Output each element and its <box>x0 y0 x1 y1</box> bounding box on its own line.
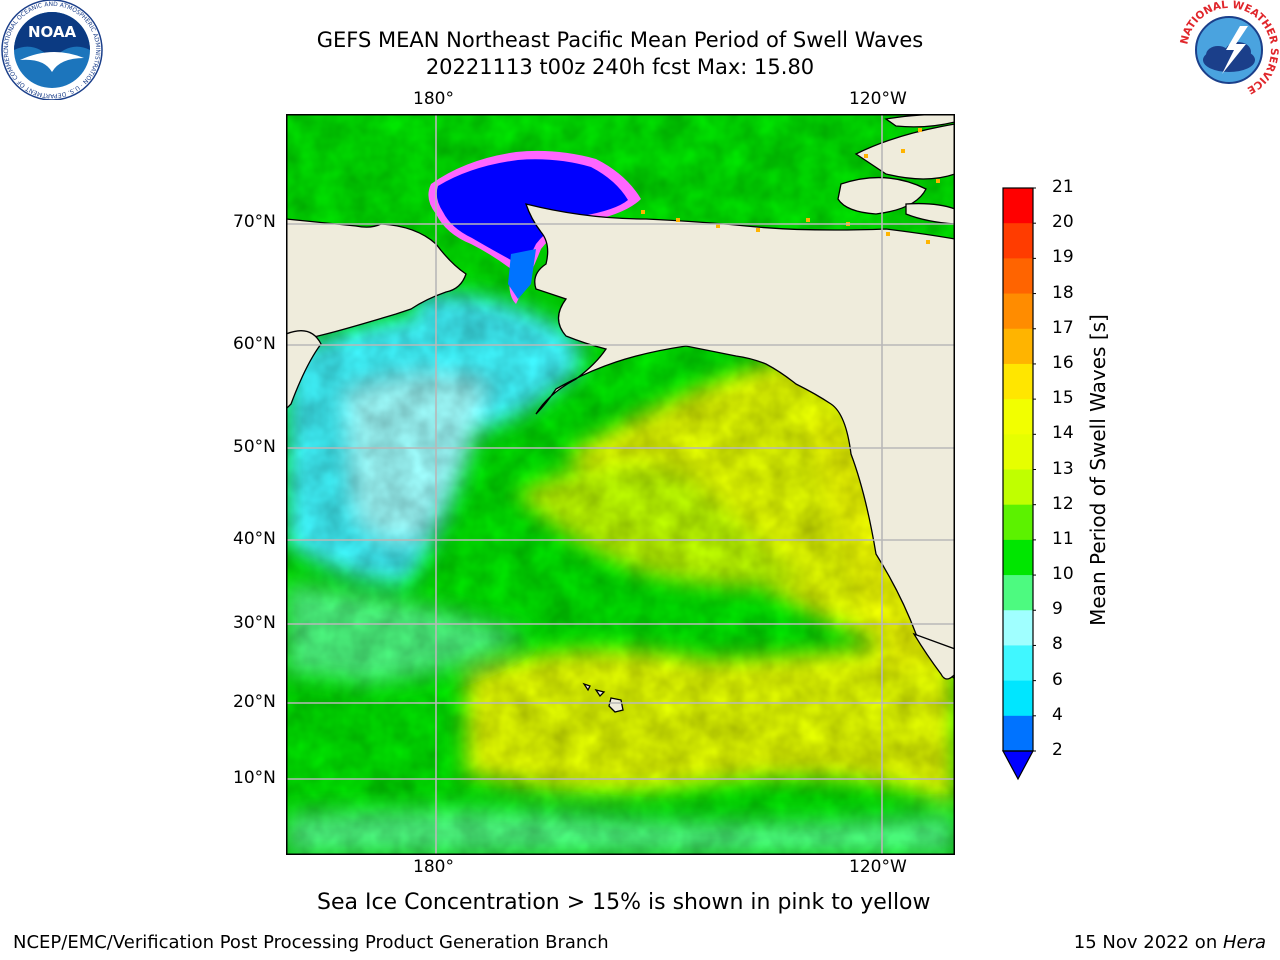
colorbar-band <box>1003 539 1033 576</box>
lat-label-30n: 30°N <box>233 613 276 633</box>
colorbar-tick-label: 12 <box>1052 493 1074 514</box>
footer-host: Hera <box>1222 932 1266 953</box>
land-layer <box>286 114 955 713</box>
colorbar-band <box>1003 504 1033 541</box>
graticule <box>286 114 955 855</box>
colorbar-tick-label: 10 <box>1052 564 1074 585</box>
noaa-logo: NATIONAL OCEANIC AND ATMOSPHERIC ADMINIS… <box>0 0 103 100</box>
colorbar-tick-label: 20 <box>1052 212 1074 233</box>
swell-period-map <box>286 114 955 855</box>
lat-label-60n: 60°N <box>233 334 276 354</box>
colorbar-labels: 2 4 6 8 9 10 11 12 13 14 15 16 17 18 19 20 21 <box>1040 177 1080 770</box>
colorbar-tick-label: 2 <box>1052 740 1063 760</box>
sea-ice-note: Sea Ice Concentration > 15% is shown in … <box>317 890 931 915</box>
colorbar-tick-label: 9 <box>1052 599 1063 620</box>
colorbar-tick-label: 8 <box>1052 634 1063 655</box>
colorbar-band <box>1003 469 1033 506</box>
colorbar-band <box>1003 645 1033 682</box>
colorbar-band <box>1003 258 1033 295</box>
colorbar-band <box>1003 399 1033 435</box>
footer-date-text: 15 Nov 2022 on <box>1073 932 1223 953</box>
colorbar-band <box>1003 610 1033 646</box>
colorbar-tick-label: 6 <box>1052 669 1063 690</box>
colorbar-band <box>1003 575 1033 611</box>
map-subtitle: 20221113 t00z 240h fcst Max: 15.80 <box>425 55 815 79</box>
lat-label-50n: 50°N <box>233 437 276 457</box>
lon-label-bottom-120w: 120°W <box>849 857 907 877</box>
colorbar-extend-triangle <box>1001 750 1035 781</box>
colorbar <box>1001 187 1036 781</box>
colorbar-tick-label: 15 <box>1052 388 1074 409</box>
noaa-text: NOAA <box>28 23 77 41</box>
colorbar-tick-label: 4 <box>1052 704 1063 725</box>
colorbar-band <box>1003 328 1033 365</box>
colorbar-tick-label: 21 <box>1052 177 1074 197</box>
lat-label-40n: 40°N <box>233 529 276 549</box>
lon-label-top-120w: 120°W <box>849 89 907 109</box>
colorbar-tick-label: 14 <box>1052 423 1074 444</box>
colorbar-band <box>1003 680 1033 717</box>
footer-date: 15 Nov 2022 on Hera <box>1074 932 1266 953</box>
colorbar-band <box>1003 434 1033 470</box>
colorbar-band <box>1003 715 1033 752</box>
lat-label-70n: 70°N <box>233 212 276 232</box>
lat-label-10n: 10°N <box>233 768 276 788</box>
footer-credit: NCEP/EMC/Verification Post Processing Pr… <box>13 932 609 953</box>
lon-label-top-180: 180° <box>413 89 454 109</box>
nws-logo: NATIONAL WEATHER SERVICE <box>1178 0 1280 99</box>
colorbar-tick-label: 18 <box>1052 282 1074 303</box>
lat-label-20n: 20°N <box>233 692 276 712</box>
colorbar-tick-label: 19 <box>1052 247 1074 268</box>
colorbar-band <box>1003 223 1033 259</box>
colorbar-tick-label: 17 <box>1052 317 1074 338</box>
colorbar-band <box>1003 293 1033 330</box>
colorbar-tick-label: 11 <box>1052 528 1074 549</box>
colorbar-tick-label: 13 <box>1052 458 1074 479</box>
map-frame <box>286 114 955 855</box>
colorbar-title: Mean Period of Swell Waves [s] <box>1086 314 1110 626</box>
colorbar-band <box>1003 363 1033 400</box>
colorbar-band <box>1003 188 1033 224</box>
colorbar-tick-label: 16 <box>1052 352 1074 373</box>
sea-ice-region <box>436 159 628 284</box>
lon-label-bottom-180: 180° <box>413 857 454 877</box>
map-title: GEFS MEAN Northeast Pacific Mean Period … <box>316 28 924 52</box>
